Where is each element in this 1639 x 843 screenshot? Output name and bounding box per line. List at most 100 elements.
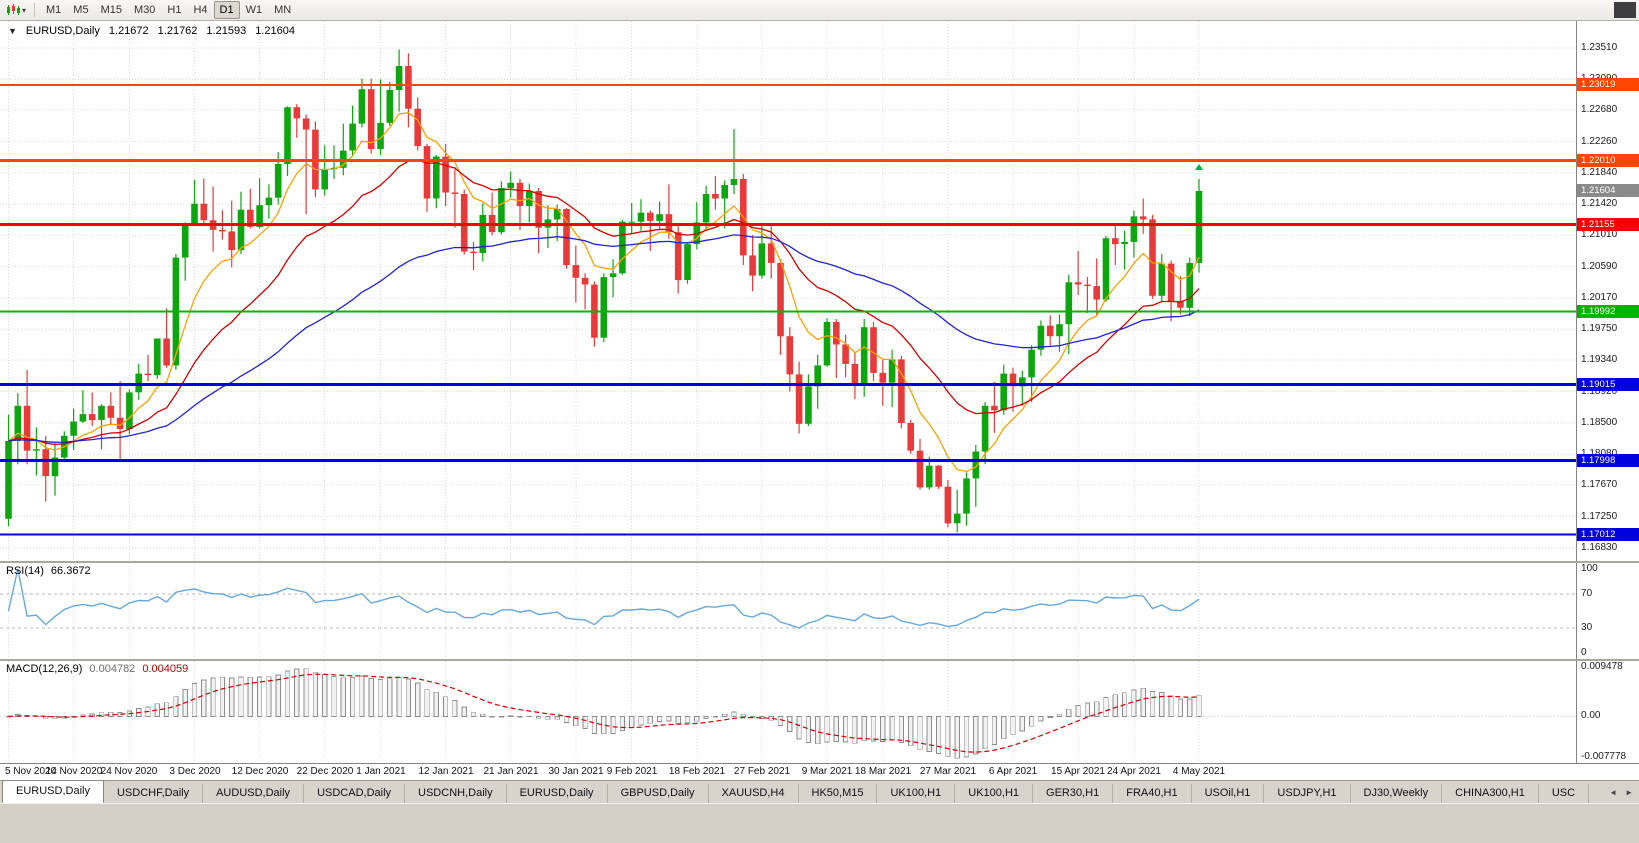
date-tick-label: 21 Jan 2021	[483, 766, 539, 777]
hline-price-tag: 1.21155	[1577, 217, 1639, 231]
timeframe-h1[interactable]: H1	[167, 4, 182, 16]
rsi-pane[interactable]: RSI(14) 66.3672	[0, 563, 1577, 659]
macd-plot-svg	[0, 661, 1577, 763]
price-tick-label: 1.17250	[1581, 510, 1618, 522]
rsi-label: RSI(14)	[6, 565, 44, 577]
date-tick-label: 22 Dec 2020	[296, 766, 354, 777]
chart-tab-audusd-daily[interactable]: AUDUSD,Daily	[203, 784, 305, 803]
timeframe-m5[interactable]: M5	[73, 4, 89, 16]
date-tick-label: 27 Mar 2021	[919, 766, 977, 777]
chevron-down-icon: ▾	[22, 5, 27, 15]
timeframe-m1[interactable]: M1	[46, 4, 62, 16]
chart-ohlc-header: ▼ EURUSD,Daily 1.21672 1.21762 1.21593 1…	[8, 25, 295, 37]
price-tick-label: 1.23510	[1581, 42, 1618, 54]
chart-tab-eurusd-daily[interactable]: EURUSD,Daily	[2, 780, 104, 803]
tab-scroll-right-icon[interactable]: ►	[1625, 787, 1633, 797]
macd-signal-value: 0.004059	[142, 663, 189, 675]
macd-tick-label: 0.00	[1581, 710, 1601, 722]
ohlc-high: 1.21762	[157, 25, 198, 37]
date-tick-label: 14 Nov 2020	[45, 766, 103, 777]
macd-header: MACD(12,26,9) 0.004782 0.004059	[6, 663, 188, 675]
price-tick-label: 1.21420	[1581, 198, 1618, 210]
ohlc-open: 1.21672	[108, 25, 149, 37]
rsi-value: 66.3672	[50, 565, 91, 577]
date-tick-label: 30 Jan 2021	[548, 766, 604, 777]
price-tick-label: 1.21010	[1581, 229, 1618, 241]
rsi-tick-label: 100	[1581, 563, 1598, 574]
price-tick-label: 1.21840	[1581, 167, 1618, 179]
pane-splitter-1[interactable]	[0, 561, 1639, 563]
price-axis: 1.235101.230901.226801.222601.218401.214…	[1576, 21, 1639, 561]
hline-price-tag: 1.19015	[1577, 377, 1639, 391]
macd-axis: 0.009478 0.00 -0.007778	[1576, 661, 1639, 763]
chart-tab-fra40-h1[interactable]: FRA40,H1	[1113, 784, 1192, 803]
price-plot-svg	[0, 21, 1577, 561]
rsi-plot-svg	[0, 563, 1577, 659]
chart-tab-uk100-h1[interactable]: UK100,H1	[955, 784, 1034, 803]
price-tick-label: 1.17670	[1581, 479, 1618, 491]
chart-tab-xauusd-h4[interactable]: XAUUSD,H4	[709, 784, 799, 803]
rsi-tick-label: 30	[1581, 621, 1593, 633]
current-price-tag: 1.21604	[1577, 184, 1639, 198]
macd-pane[interactable]: MACD(12,26,9) 0.004782 0.004059	[0, 661, 1577, 763]
price-tick-label: 1.18080	[1581, 449, 1617, 459]
date-tick-label: 15 Apr 2021	[1051, 766, 1105, 777]
timeframe-mn[interactable]: MN	[274, 4, 292, 16]
date-tick-label: 9 Mar 2021	[801, 766, 853, 777]
tab-scroll-arrows: ◄ ►	[1606, 781, 1639, 803]
timeframe-h4[interactable]: H4	[193, 4, 208, 16]
chart-tab-hk50-m15[interactable]: HK50,M15	[799, 784, 878, 803]
date-tick-label: 24 Nov 2020	[100, 766, 158, 777]
price-tick-label: 1.22680	[1581, 104, 1618, 116]
timeframe-m15[interactable]: M15	[100, 4, 122, 16]
date-tick-label: 18 Mar 2021	[854, 766, 912, 777]
timeframe-m30[interactable]: M30	[133, 4, 156, 16]
price-tick-label: 1.19750	[1581, 323, 1618, 335]
tab-scroll-left-icon[interactable]: ◄	[1609, 787, 1618, 797]
macd-main-value: 0.004782	[89, 663, 136, 675]
date-tick-label: 5 Nov 2020	[5, 766, 57, 777]
date-tick-label: 12 Jan 2021	[418, 766, 474, 777]
date-tick-label: 4 May 2021	[1172, 766, 1226, 777]
price-tick-label: 1.18500	[1581, 417, 1618, 429]
chart-tab-usdcad-daily[interactable]: USDCAD,Daily	[304, 784, 406, 803]
timeframe-d1[interactable]: D1	[213, 1, 240, 19]
chart-tab-china300-h1[interactable]: CHINA300,H1	[1442, 784, 1539, 803]
date-tick-label: 3 Dec 2020	[169, 766, 221, 777]
chart-tab-dj30-weekly[interactable]: DJ30,Weekly	[1351, 784, 1443, 803]
date-tick-label: 1 Jan 2021	[356, 766, 406, 777]
chart-tab-eurusd-daily[interactable]: EURUSD,Daily	[507, 784, 608, 803]
price-tick-label: 1.16830	[1581, 542, 1618, 554]
date-tick-label: 12 Dec 2020	[231, 766, 289, 777]
price-tick-label: 1.19340	[1581, 354, 1618, 366]
chart-tab-usdcnh-daily[interactable]: USDCNH,Daily	[405, 784, 507, 803]
chart-type-button[interactable]: ▾	[3, 3, 29, 17]
pane-splitter-2[interactable]	[0, 659, 1639, 661]
toolbar-separator	[34, 3, 36, 17]
chart-tab-usdjpy-h1[interactable]: USDJPY,H1	[1264, 784, 1351, 803]
candlestick-icon	[7, 4, 20, 15]
hline-price-tag: 1.19992	[1577, 304, 1639, 318]
timeframe-w1[interactable]: W1	[245, 4, 263, 16]
toolbar-right-button[interactable]	[1614, 2, 1636, 18]
one-click-trading-toggle[interactable]: ▼	[8, 26, 17, 36]
date-tick-label: 9 Feb 2021	[606, 766, 658, 777]
chart-tab-usdchf-daily[interactable]: USDCHF,Daily	[104, 784, 204, 803]
price-tick-label: 1.20170	[1581, 292, 1618, 304]
rsi-tick-label: 70	[1581, 588, 1593, 600]
rsi-axis: 100 70 30 0	[1576, 563, 1639, 659]
price-tick-label: 1.22260	[1581, 135, 1618, 147]
hline-price-tag: 1.22010	[1577, 153, 1639, 167]
ohlc-close: 1.21604	[255, 25, 295, 37]
price-tick-label: 1.20590	[1581, 260, 1618, 272]
rsi-header: RSI(14) 66.3672	[6, 565, 91, 577]
chart-tab-ger30-h1[interactable]: GER30,H1	[1033, 784, 1114, 803]
chart-tab-usc[interactable]: USC	[1539, 784, 1590, 803]
chart-symbol-label: EURUSD,Daily	[25, 25, 100, 37]
toolbar: ▾ M1 M5 M15 M30 H1 H4 D1 W1 MN	[0, 0, 1639, 21]
chart-tab-uk100-h1[interactable]: UK100,H1	[877, 784, 956, 803]
price-pane[interactable]: ▼ EURUSD,Daily 1.21672 1.21762 1.21593 1…	[0, 21, 1577, 561]
macd-tick-label: -0.007778	[1581, 751, 1627, 762]
chart-tab-gbpusd-daily[interactable]: GBPUSD,Daily	[608, 784, 709, 803]
chart-tab-usoil-h1[interactable]: USOil,H1	[1192, 784, 1265, 803]
